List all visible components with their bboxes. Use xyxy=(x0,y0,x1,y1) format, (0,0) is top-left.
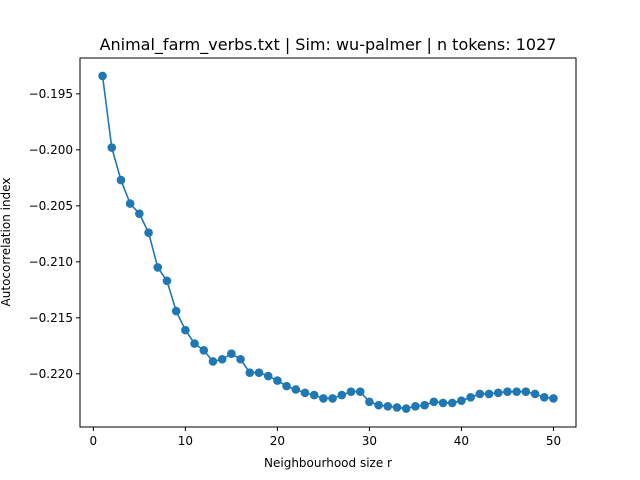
data-point xyxy=(98,71,107,81)
x-tick-label: 0 xyxy=(90,434,98,448)
data-point xyxy=(447,398,457,408)
data-point xyxy=(236,354,245,364)
y-tick-label: −0.195 xyxy=(29,87,73,101)
data-point xyxy=(116,175,126,185)
data-point xyxy=(171,306,181,316)
x-tick-label: 40 xyxy=(454,434,469,448)
data-point xyxy=(125,199,135,208)
data-point xyxy=(181,325,190,335)
data-point xyxy=(291,385,301,394)
data-point xyxy=(429,397,439,407)
plot-area: 0 10 20 30 40 50 −0.195 −0.200 −0.205 −0.210 −0.2… xyxy=(29,57,577,448)
data-point xyxy=(227,349,236,358)
data-point xyxy=(457,396,466,405)
data-point xyxy=(549,394,558,403)
data-point xyxy=(328,394,337,403)
data-point xyxy=(309,390,319,400)
data-point xyxy=(254,368,264,377)
y-tick-label: −0.210 xyxy=(29,255,73,269)
data-point xyxy=(521,387,531,397)
data-point xyxy=(208,357,218,366)
data-point xyxy=(392,403,402,412)
data-point xyxy=(282,381,291,391)
data-point xyxy=(383,401,393,411)
data-point xyxy=(144,228,153,238)
data-point xyxy=(273,376,282,385)
data-point xyxy=(190,339,199,348)
data-point xyxy=(355,387,365,397)
data-point xyxy=(484,389,494,399)
data-point xyxy=(162,276,172,286)
data-point xyxy=(153,263,163,272)
data-point xyxy=(475,389,485,399)
x-tick-label: 50 xyxy=(546,434,561,448)
y-tick-label: −0.215 xyxy=(29,311,73,325)
x-tick-label: 20 xyxy=(270,434,285,448)
data-point xyxy=(512,387,521,397)
data-point xyxy=(411,401,420,411)
data-point xyxy=(466,393,475,402)
data-point xyxy=(503,387,512,397)
data-point xyxy=(337,390,347,400)
y-axis: −0.195 −0.200 −0.205 −0.210 −0.215 −0.220 xyxy=(29,87,80,381)
data-point xyxy=(135,209,144,218)
data-point xyxy=(420,400,429,410)
y-tick-label: −0.220 xyxy=(29,367,73,381)
data-point xyxy=(245,368,255,377)
data-point xyxy=(365,397,374,407)
x-axis-label: Neighbourhood size r xyxy=(264,456,392,470)
y-tick-label: −0.205 xyxy=(29,199,73,213)
x-axis: 0 10 20 30 40 50 xyxy=(90,427,561,448)
x-tick-label: 30 xyxy=(362,434,377,448)
data-point xyxy=(493,388,503,398)
data-point xyxy=(199,345,209,355)
data-point xyxy=(107,143,117,152)
series-layer xyxy=(98,71,558,413)
chart-title: Animal_farm_verbs.txt | Sim: wu-palmer |… xyxy=(100,35,557,55)
data-point xyxy=(438,398,448,408)
data-point xyxy=(530,389,540,399)
data-point xyxy=(346,387,356,397)
data-point xyxy=(300,388,310,398)
data-point xyxy=(401,404,411,413)
data-point xyxy=(263,371,273,381)
data-point xyxy=(217,354,227,364)
x-tick-label: 10 xyxy=(178,434,193,448)
data-point xyxy=(374,400,383,410)
axes-frame xyxy=(79,57,577,428)
y-axis-label: Autocorrelation index xyxy=(0,178,13,307)
data-point xyxy=(539,393,549,402)
y-tick-label: −0.200 xyxy=(29,143,73,157)
data-point xyxy=(319,394,328,403)
